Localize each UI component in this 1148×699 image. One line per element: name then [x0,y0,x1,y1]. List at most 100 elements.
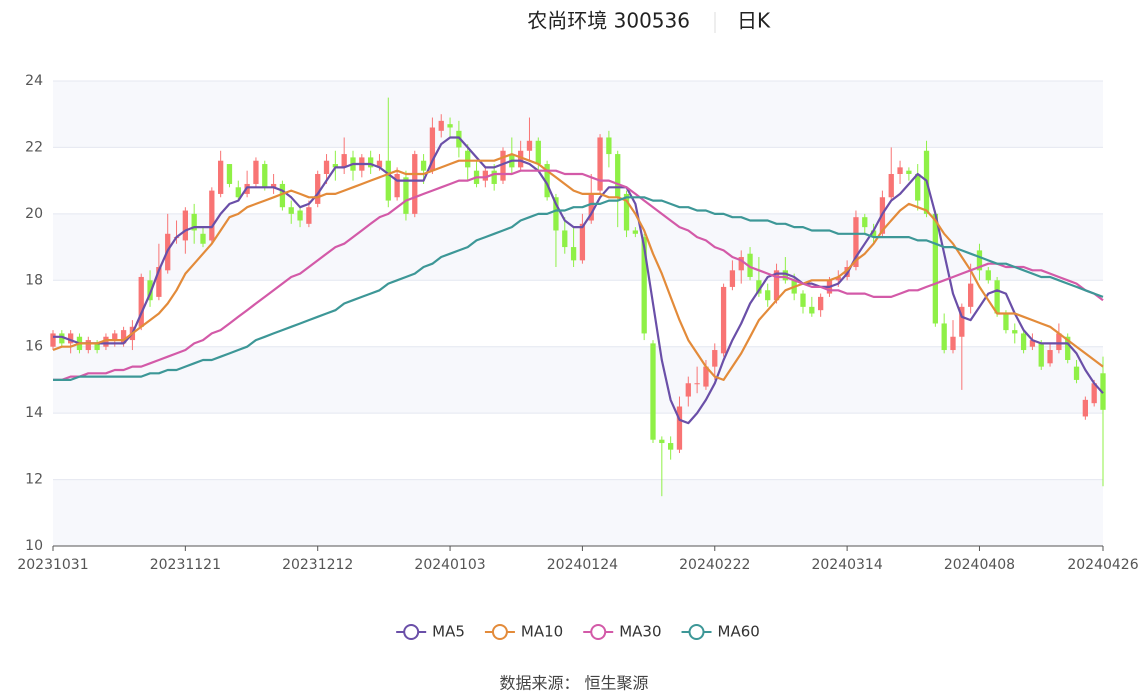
candle-body [341,154,347,168]
x-tick-label: 20240124 [547,557,618,573]
candle-body [535,140,541,165]
candle-body [138,276,144,327]
candle-body [306,207,312,224]
candle-body [156,267,162,297]
candle-body [1082,399,1088,417]
candle-body [218,160,224,194]
candle-body [738,257,744,271]
x-tick-label: 20240103 [414,557,485,573]
candle-body [235,187,241,198]
candle-body [668,443,674,450]
candle-body [120,330,127,344]
candle-body [1073,366,1080,380]
candle-body [906,170,912,174]
legend-marker [688,624,705,640]
candle-body [1029,340,1036,347]
ma-line [53,136,1104,425]
candle-body [412,154,418,214]
candle-body [253,160,259,184]
candle-body [985,270,991,281]
candle-body [1038,343,1044,367]
candle-body [588,193,594,221]
candle-body [368,157,374,168]
candle-body [226,164,233,184]
candle-body [323,160,330,174]
legend-label: MA60 [718,623,760,641]
candle-body [1091,383,1097,404]
candle-body [712,350,718,367]
legend-label: MA5 [432,623,465,641]
candle-body [676,406,683,450]
candle-body [870,230,877,238]
y-tick-label: 14 [25,405,43,421]
x-tick-label: 20231031 [17,557,88,573]
candle-body [429,127,436,171]
candle-body [615,154,621,198]
candle-body [959,306,965,337]
ma-line [53,169,1104,381]
candle-body [465,150,471,168]
x-tick-label: 20231212 [282,557,353,573]
candle-body [182,210,188,241]
candle-body [853,217,859,267]
candle-body [288,207,294,214]
y-tick-label: 16 [25,339,43,355]
chart-title: 农尚环境 300536 [527,9,690,33]
candle-body [632,230,638,234]
candle-body [703,366,709,387]
candle-body [50,333,56,347]
candle-body [1065,336,1071,360]
legend: MA5 MA10 MA30 MA60 [396,623,760,641]
source-note: 数据来源： 恒生聚源 [499,674,648,693]
candle-body [191,213,197,231]
candle-body [420,160,427,171]
chart-subtitle: 日K [737,9,771,33]
candle-body [394,174,400,198]
candle-body [200,233,206,244]
legend-label: MA10 [521,623,563,641]
candle-body [994,280,1000,314]
candle-body [94,343,100,351]
candle-body [773,270,780,301]
candle-body [579,223,586,261]
candle-body [500,150,506,181]
candle-body [976,250,983,271]
candle-body [650,343,656,440]
candle-body [447,124,453,128]
candle-body [950,336,956,351]
candle-body [438,120,444,131]
candle-body [59,333,65,344]
x-tick-label: 20240314 [811,557,882,573]
candle-body [68,333,74,344]
candle-body [262,164,268,188]
candle-body [103,336,109,347]
candle-body [403,177,409,214]
candle-body [270,183,277,188]
candle-body [553,197,559,231]
y-tick-label: 18 [25,272,43,288]
x-tick-label: 20231121 [150,557,221,573]
legend-marker [590,624,607,640]
grid-band [53,81,1103,148]
candle-body [915,174,921,201]
candle-body [112,333,118,341]
candle-body [659,439,665,444]
candle-body [694,383,700,385]
candle-body [597,137,603,191]
candle-body [562,230,568,248]
candle-body [862,217,868,228]
candle-body [209,190,215,241]
candle-body [1003,313,1009,331]
candle-body [518,150,524,168]
y-tick-label: 22 [25,139,43,155]
candle-body [888,174,894,198]
grid-band [53,479,1103,546]
x-tick-label: 20240426 [1067,557,1138,573]
candle-body [623,193,630,231]
y-tick-label: 12 [25,472,43,488]
candle-body [932,213,938,324]
y-tick-label: 20 [25,206,43,222]
candle-body [1012,330,1018,334]
